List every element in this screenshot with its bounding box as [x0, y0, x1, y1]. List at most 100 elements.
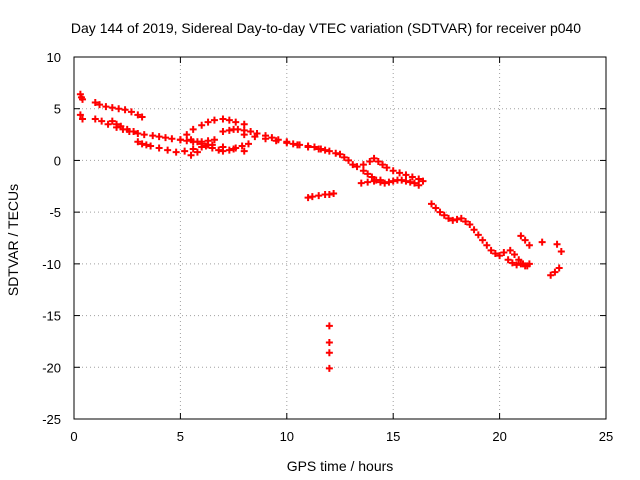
data-point — [215, 146, 223, 154]
chart-title: Day 144 of 2019, Sidereal Day-to-day VTE… — [71, 20, 581, 36]
data-point — [210, 136, 218, 144]
data-point — [419, 177, 427, 185]
data-point — [304, 143, 312, 151]
x-tick-label: 25 — [599, 429, 613, 444]
data-point — [402, 177, 410, 185]
data-point — [385, 178, 393, 186]
data-point — [370, 154, 378, 162]
data-point — [508, 259, 516, 267]
data-point — [134, 138, 142, 146]
data-point — [555, 264, 563, 272]
data-point — [204, 118, 212, 126]
data-point — [138, 113, 146, 121]
data-point — [149, 132, 157, 140]
data-point — [525, 260, 533, 268]
data-point — [134, 130, 142, 138]
data-point — [517, 260, 525, 268]
data-point — [553, 240, 561, 248]
data-point — [432, 204, 440, 212]
grid-lines — [74, 57, 606, 419]
data-point — [428, 200, 436, 208]
data-point — [408, 173, 416, 181]
data-point — [406, 178, 414, 186]
data-point — [366, 157, 374, 165]
axis-ticks — [73, 56, 607, 420]
data-point — [483, 241, 491, 249]
data-point — [113, 120, 121, 128]
y-tick-labels: 10 5 0 -5 -10 -15 -20 -25 — [42, 50, 61, 427]
data-point — [470, 226, 478, 234]
data-point — [379, 161, 387, 169]
data-point — [208, 141, 216, 149]
data-point — [155, 133, 163, 141]
data-point — [547, 271, 555, 279]
data-point — [181, 147, 189, 155]
data-point — [225, 126, 233, 134]
data-point — [219, 115, 227, 123]
y-tick-label: -15 — [42, 309, 61, 324]
data-point — [187, 151, 195, 159]
data-point — [321, 146, 329, 154]
data-point — [308, 193, 316, 201]
data-point — [198, 121, 206, 129]
y-tick-label: -10 — [42, 257, 61, 272]
data-point — [325, 338, 333, 346]
data-point — [115, 105, 123, 113]
data-point — [189, 125, 197, 133]
data-point — [453, 215, 461, 223]
data-point — [525, 241, 533, 249]
x-tick-label: 20 — [492, 429, 506, 444]
data-point — [491, 250, 499, 258]
data-point — [272, 137, 280, 145]
data-point — [353, 163, 361, 171]
data-point — [496, 252, 504, 260]
data-point — [240, 147, 248, 155]
data-point — [283, 139, 291, 147]
data-point — [189, 145, 197, 153]
x-tick-label: 15 — [386, 429, 400, 444]
data-point — [225, 116, 233, 124]
data-point — [168, 135, 176, 143]
data-point — [325, 349, 333, 357]
data-point — [325, 191, 333, 199]
data-point — [140, 131, 148, 139]
data-point — [517, 232, 525, 240]
data-point — [325, 364, 333, 372]
data-point — [238, 142, 246, 150]
data-point — [340, 153, 348, 161]
data-point — [251, 133, 259, 141]
y-axis-label: SDTVAR / TECUs — [5, 184, 21, 296]
data-point — [164, 146, 172, 154]
data-point — [142, 141, 150, 149]
data-point — [349, 161, 357, 169]
data-points — [76, 90, 565, 372]
data-point — [108, 117, 116, 125]
data-point — [121, 106, 129, 114]
data-point — [440, 211, 448, 219]
data-point — [134, 111, 142, 119]
x-axis-label: GPS time / hours — [287, 458, 394, 474]
data-point — [304, 194, 312, 202]
data-point — [219, 143, 227, 151]
data-point — [359, 161, 367, 169]
data-point — [487, 246, 495, 254]
data-point — [330, 190, 338, 198]
data-point — [415, 181, 423, 189]
data-point — [187, 136, 195, 144]
data-point — [325, 322, 333, 330]
x-tick-label: 10 — [280, 429, 294, 444]
data-point — [462, 217, 470, 225]
data-point — [368, 173, 376, 181]
data-point — [510, 251, 518, 259]
data-point — [98, 117, 106, 125]
data-point — [449, 216, 457, 224]
data-point — [91, 115, 99, 123]
data-point — [202, 142, 210, 150]
data-point — [219, 127, 227, 135]
data-point — [521, 262, 529, 270]
data-point — [183, 131, 191, 139]
data-point — [104, 120, 112, 128]
data-point — [445, 214, 453, 222]
data-point — [364, 178, 372, 186]
